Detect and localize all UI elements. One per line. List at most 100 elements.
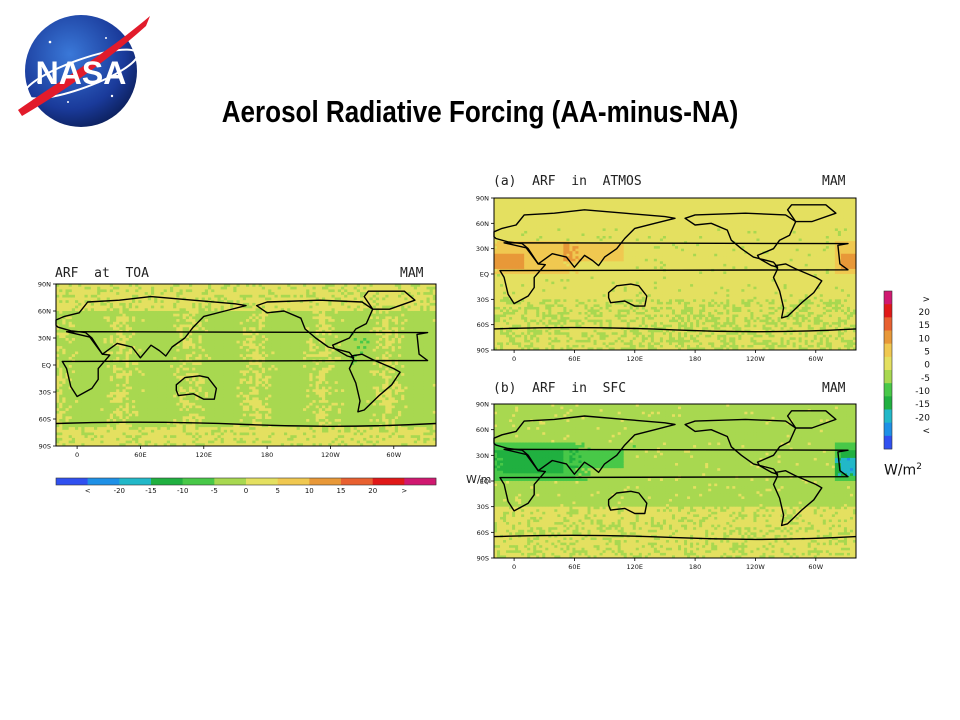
colorbar-swatch xyxy=(884,422,892,437)
nasa-logo: NASA xyxy=(18,15,150,127)
panel-toa-title: ARF at TOA xyxy=(55,266,149,281)
colorbar-v-label: 15 xyxy=(919,321,930,331)
lat-tick-label: 60N xyxy=(476,220,489,228)
colorbar-h-label: -10 xyxy=(177,487,188,495)
colorbar-swatch xyxy=(884,383,892,397)
colorbar-swatch xyxy=(372,478,405,485)
colorbar-swatch xyxy=(119,478,152,485)
lon-tick-label: 60E xyxy=(134,451,146,459)
colorbar-v-label: -15 xyxy=(915,400,930,410)
colorbar-h-label: 10 xyxy=(305,487,314,495)
colorbar-swatch xyxy=(884,291,892,305)
colorbar-h-label: > xyxy=(401,487,407,495)
map-panel-sfc: 90N 60N 30N EQ 30S 60S 90S 0 60E 120E 180 120W 60W xyxy=(476,401,857,571)
colorbar-unit-exponent: 2 xyxy=(916,462,922,472)
panel-toa-season: MAM xyxy=(400,266,423,281)
colorbar-swatch xyxy=(87,478,120,485)
lon-tick-label: 120E xyxy=(627,355,644,363)
lon-tick-label: 120E xyxy=(627,563,644,571)
colorbar-h-label: 15 xyxy=(337,487,346,495)
lon-tick-label: 120W xyxy=(746,563,765,571)
lat-tick-label: 60S xyxy=(477,529,489,537)
lat-tick-label: EQ xyxy=(480,478,489,486)
colorbar-swatch xyxy=(214,478,247,485)
lon-tick-label: 120E xyxy=(196,451,213,459)
lon-tick-label: 60W xyxy=(386,451,401,459)
panel-sfc-title: (b) ARF in SFC xyxy=(493,381,626,396)
lat-tick-label: 30S xyxy=(477,503,489,511)
lat-tick-label: 60S xyxy=(477,321,489,329)
colorbar-vertical: >20 15 10 5 0 -5 -10 -15 -20 < xyxy=(883,290,931,450)
colorbar-h-label: 0 xyxy=(244,487,248,495)
colorbar-v-label: 0 xyxy=(924,361,930,371)
colorbar-swatch xyxy=(884,396,892,410)
colorbar-v-label: -5 xyxy=(921,374,930,384)
colorbar-horizontal: < -20 -15 -10 -5 0 5 10 15 20 > xyxy=(55,477,437,495)
colorbar-swatch xyxy=(884,409,892,423)
lon-tick-label: 120W xyxy=(746,355,765,363)
lat-tick-label: 90S xyxy=(477,347,489,355)
lon-tick-label: 60E xyxy=(568,563,580,571)
lat-tick-label: 90N xyxy=(38,281,51,289)
lon-tick-label: 0 xyxy=(75,451,79,459)
lon-tick-label: 120W xyxy=(321,451,340,459)
map-panel-atmos: 90N 60N 30N EQ 30S 60S 90S 0 60E 120E 180 120W 60W xyxy=(476,195,857,363)
colorbar-v-label: -10 xyxy=(915,387,930,397)
nasa-logo-text: NASA xyxy=(36,55,127,91)
lat-tick-label: 30N xyxy=(476,452,489,460)
lon-tick-label: 60E xyxy=(568,355,580,363)
colorbar-unit-text: W/m xyxy=(884,463,916,479)
lon-tick-label: 180 xyxy=(689,355,701,363)
colorbar-swatch xyxy=(151,478,183,485)
colorbar-swatch xyxy=(246,478,278,485)
colorbar-swatch xyxy=(884,330,892,344)
colorbar-v-label: < xyxy=(922,427,930,437)
colorbar-h-label: < xyxy=(85,487,91,495)
lat-tick-label: 90S xyxy=(477,555,489,563)
colorbar-swatch xyxy=(309,478,342,485)
colorbar-swatch xyxy=(404,478,437,485)
colorbar-v-label: -20 xyxy=(915,413,930,423)
lat-tick-label: EQ xyxy=(480,271,489,279)
lat-tick-label: 60N xyxy=(38,308,51,316)
coastline xyxy=(493,204,849,319)
lon-tick-label: 180 xyxy=(689,563,701,571)
colorbar-v-label: 10 xyxy=(919,334,931,344)
colorbar-h-label: -5 xyxy=(211,487,218,495)
lat-tick-label: 30S xyxy=(477,296,489,304)
lon-tick-label: 0 xyxy=(512,355,516,363)
colorbar-unit: W/m2 xyxy=(884,462,922,479)
colorbar-h-label: 20 xyxy=(368,487,377,495)
colorbar-v-label: 5 xyxy=(924,348,930,358)
lat-tick-label: 90N xyxy=(476,195,489,203)
colorbar-swatch xyxy=(884,343,892,358)
coastline xyxy=(55,290,429,413)
colorbar-swatch xyxy=(884,317,892,331)
colorbar-h-label: -15 xyxy=(145,487,156,495)
colorbar-swatch xyxy=(341,478,373,485)
lon-tick-label: 60W xyxy=(808,563,823,571)
colorbar-h-label: -20 xyxy=(114,487,125,495)
lat-tick-label: 60S xyxy=(39,416,51,424)
colorbar-swatch xyxy=(884,356,892,371)
lat-tick-label: 90S xyxy=(39,443,51,451)
panel-atmos-title: (a) ARF in ATMOS xyxy=(493,174,642,189)
lon-tick-label: 180 xyxy=(261,451,273,459)
colorbar-v-label: > xyxy=(922,295,930,305)
map-panel-toa: 90N 60N 30N EQ 30S 60S 90S 0 60E 120E 180 120W 60W xyxy=(38,281,437,459)
lat-tick-label: 90N xyxy=(476,401,489,409)
colorbar-swatch xyxy=(884,370,892,384)
colorbar-swatch xyxy=(884,304,892,318)
colorbar-v-label: 20 xyxy=(919,308,931,318)
panel-atmos-season: MAM xyxy=(822,174,845,189)
colorbar-swatch xyxy=(884,435,892,450)
colorbar-swatch xyxy=(182,478,215,485)
overlapping-unit-label: W/m xyxy=(466,473,491,486)
colorbar-swatch xyxy=(277,478,310,485)
lat-tick-label: 30N xyxy=(38,335,51,343)
slide-title: Aerosol Radiative Forcing (AA-minus-NA) xyxy=(77,94,883,130)
lat-tick-label: 30N xyxy=(476,245,489,253)
colorbar-h-label: 5 xyxy=(275,487,279,495)
lat-tick-label: 60N xyxy=(476,426,489,434)
coastline xyxy=(493,410,849,527)
